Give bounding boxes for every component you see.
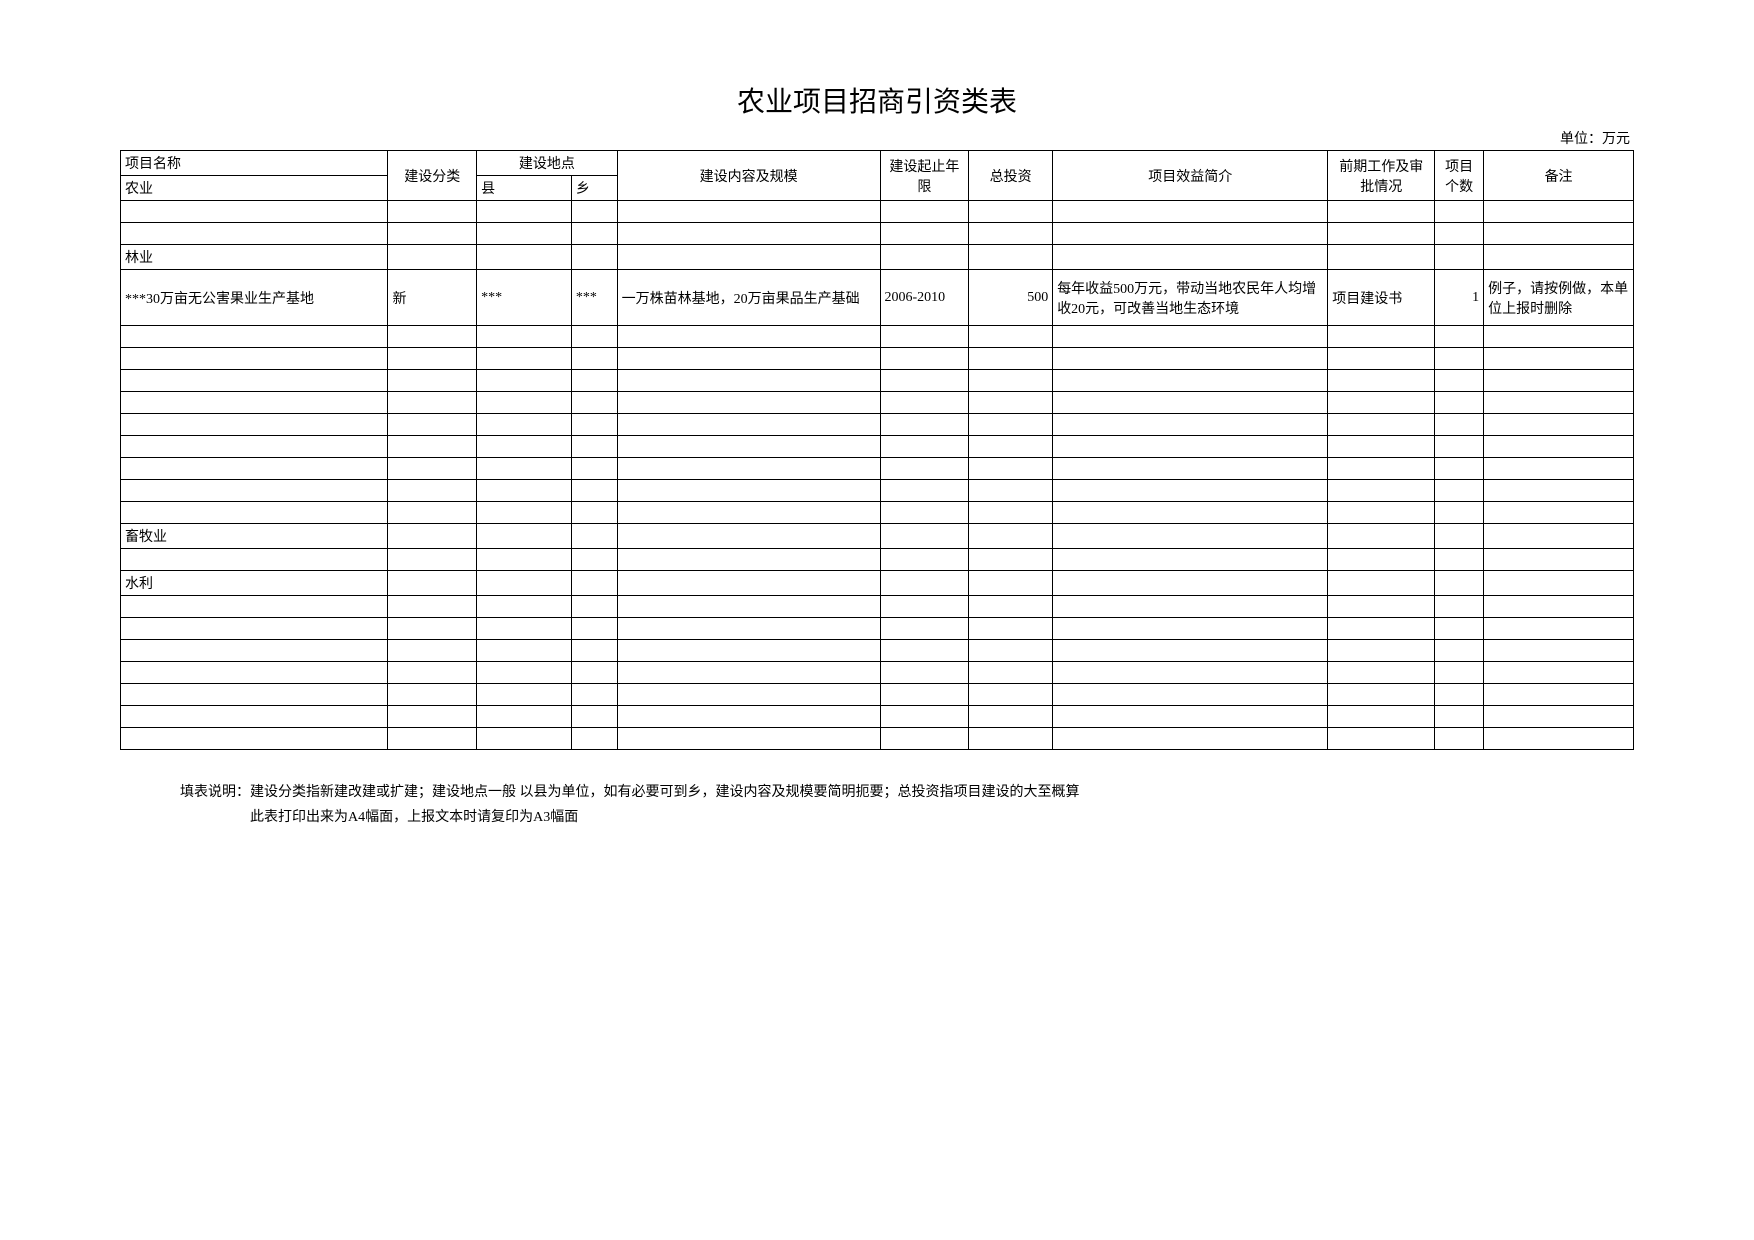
header-build-location: 建设地点 <box>477 151 618 176</box>
category-water-conservancy: 水利 <box>121 571 388 596</box>
example-investment: 500 <box>969 270 1053 326</box>
header-project-count: 项目个数 <box>1435 151 1484 201</box>
table-row <box>121 348 1634 370</box>
footnote-line-2: 此表打印出来为A4幅面，上报文本时请复印为A3幅面 <box>180 805 1634 830</box>
header-total-investment: 总投资 <box>969 151 1053 201</box>
example-row: ***30万亩无公害果业生产基地 新 *** *** 一万株苗林基地，20万亩果… <box>121 270 1634 326</box>
header-project-name: 项目名称 <box>121 151 388 176</box>
table-row <box>121 201 1634 223</box>
example-prework: 项目建设书 <box>1328 270 1435 326</box>
header-benefit-intro: 项目效益简介 <box>1053 151 1328 201</box>
table-row <box>121 502 1634 524</box>
header-build-category: 建设分类 <box>388 151 477 201</box>
table-row <box>121 596 1634 618</box>
header-township: 乡 <box>571 176 617 201</box>
header-row-1: 项目名称 建设分类 建设地点 建设内容及规模 建设起止年限 总投资 项目效益简介… <box>121 151 1634 176</box>
example-name: ***30万亩无公害果业生产基地 <box>121 270 388 326</box>
table-row <box>121 223 1634 245</box>
page-title: 农业项目招商引资类表 <box>120 80 1634 120</box>
example-content: 一万株苗林基地，20万亩果品生产基础 <box>617 270 880 326</box>
footnote: 填表说明：建设分类指新建改建或扩建；建设地点一般 以县为单位，如有必要可到乡，建… <box>120 780 1634 830</box>
table-row: 畜牧业 <box>121 524 1634 549</box>
unit-label: 单位：万元 <box>120 128 1634 148</box>
table-row <box>121 706 1634 728</box>
investment-table: 项目名称 建设分类 建设地点 建设内容及规模 建设起止年限 总投资 项目效益简介… <box>120 150 1634 750</box>
category-agriculture: 农业 <box>121 176 388 201</box>
header-period: 建设起止年限 <box>880 151 969 201</box>
table-row <box>121 458 1634 480</box>
table-row: 水利 <box>121 571 1634 596</box>
table-row <box>121 414 1634 436</box>
table-row <box>121 436 1634 458</box>
table-row <box>121 662 1634 684</box>
header-content-scale: 建设内容及规模 <box>617 151 880 201</box>
table-row <box>121 480 1634 502</box>
footnote-line-1: 填表说明：建设分类指新建改建或扩建；建设地点一般 以县为单位，如有必要可到乡，建… <box>180 780 1634 805</box>
table-row <box>121 684 1634 706</box>
example-county: *** <box>477 270 572 326</box>
table-row <box>121 728 1634 750</box>
example-benefit: 每年收益500万元，带动当地农民年人均增收20元，可改善当地生态环境 <box>1053 270 1328 326</box>
category-forestry: 林业 <box>121 245 388 270</box>
table-row: 林业 <box>121 245 1634 270</box>
example-count: 1 <box>1435 270 1484 326</box>
example-category: 新 <box>388 270 477 326</box>
header-pre-work: 前期工作及审批情况 <box>1328 151 1435 201</box>
header-county: 县 <box>477 176 572 201</box>
table-row <box>121 618 1634 640</box>
header-remark: 备注 <box>1484 151 1634 201</box>
table-row <box>121 640 1634 662</box>
example-period: 2006-2010 <box>880 270 969 326</box>
example-township: *** <box>571 270 617 326</box>
table-row <box>121 370 1634 392</box>
table-row <box>121 549 1634 571</box>
category-animal-husbandry: 畜牧业 <box>121 524 388 549</box>
example-remark: 例子，请按例做，本单位上报时删除 <box>1484 270 1634 326</box>
table-row <box>121 326 1634 348</box>
table-row <box>121 392 1634 414</box>
